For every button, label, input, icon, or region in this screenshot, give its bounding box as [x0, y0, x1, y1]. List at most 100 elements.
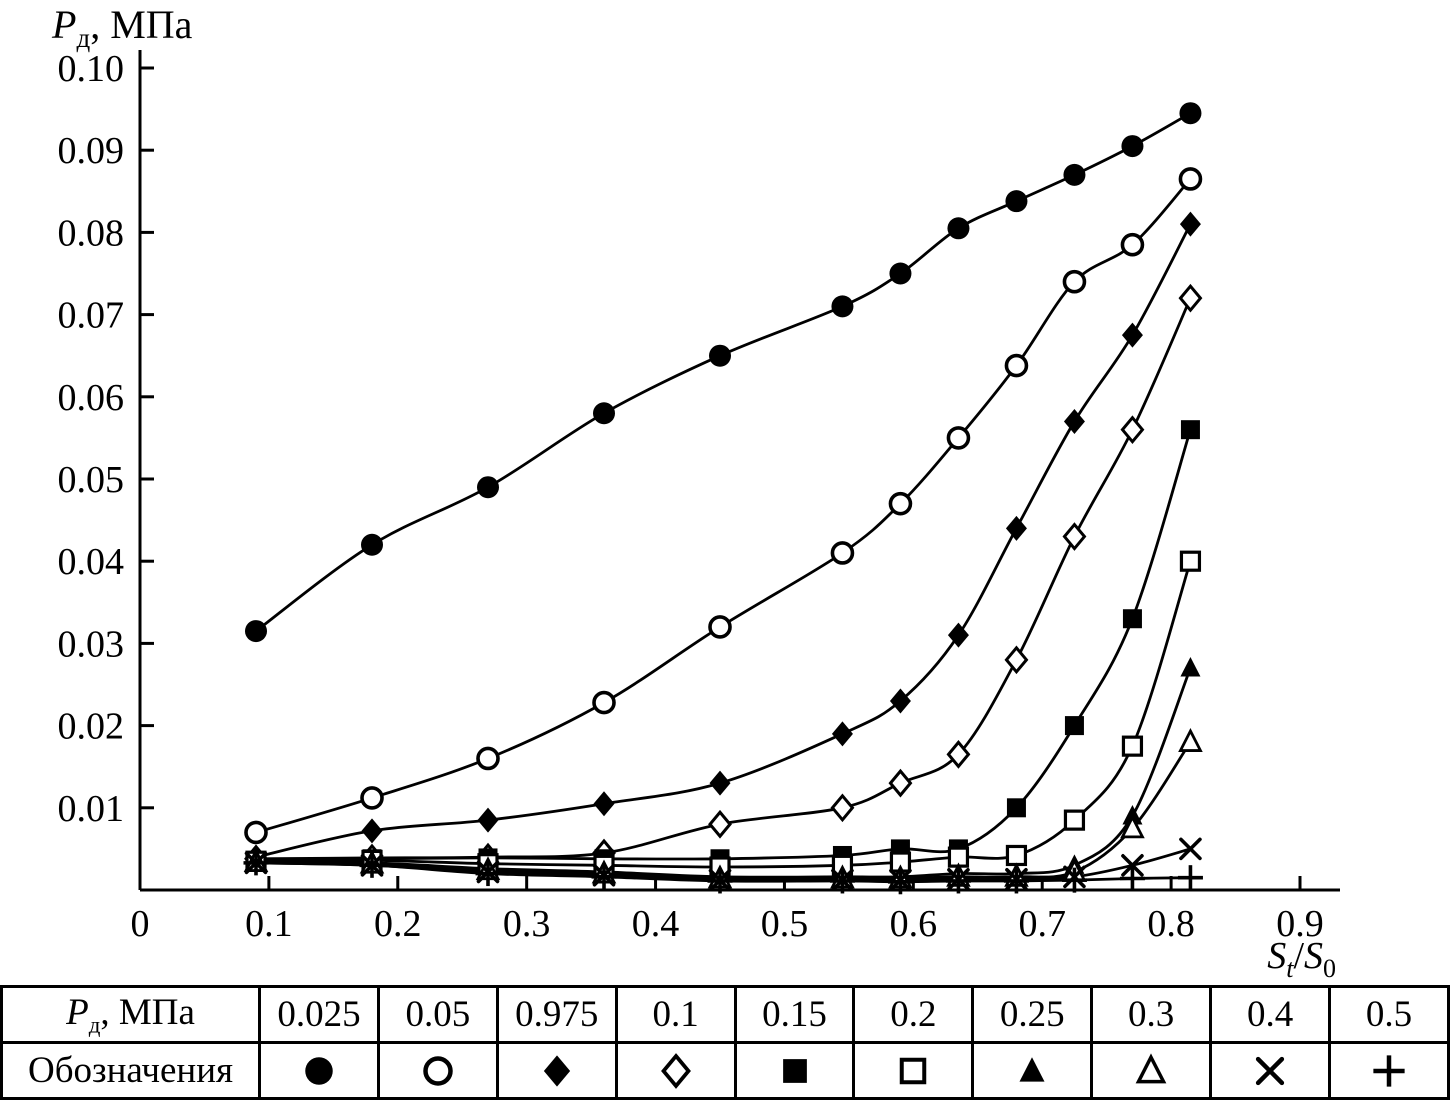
diamond-filled-marker	[947, 622, 969, 648]
circle-filled-marker	[831, 295, 854, 318]
chart: 0 0.1 0.2 0.3 0.4 0.5 0.6 0.7 0.8 0.9 0.01 0.02 0.03…	[51, 2, 1340, 983]
diamond-filled-marker	[1121, 322, 1143, 348]
square-open-marker	[1121, 735, 1144, 757]
marker-cell	[852, 1041, 975, 1100]
series-markers-0.05	[244, 167, 1203, 845]
circle-open-marker	[708, 615, 732, 639]
circle-open-marker	[888, 491, 913, 516]
pressure-row: Pд, МПа 0.025 0.05 0.975 0.1 0.15 0.2 0.25 0.3 0…	[0, 985, 1450, 1044]
legend-table: Pд, МПа 0.025 0.05 0.975 0.1 0.15 0.2 0.25 0.3 0…	[0, 985, 1450, 1100]
y-tick-label: 0.03	[58, 623, 125, 665]
circle-open-icon	[423, 1055, 453, 1086]
diamond-open-icon	[660, 1052, 691, 1089]
diamond-filled-marker	[709, 770, 731, 796]
x-tick-label: 0.7	[1018, 903, 1066, 945]
y-tick-label: 0.06	[58, 377, 125, 419]
pressure-unit: , МПа	[100, 991, 195, 1033]
marker-cell	[733, 1041, 856, 1100]
diamond-filled-marker	[593, 791, 615, 817]
x-cross-marker	[1255, 1056, 1285, 1085]
series-markers-0.025	[245, 102, 1202, 643]
y-tick-label: 0.10	[58, 48, 125, 90]
circle-filled-marker	[1063, 163, 1086, 186]
marker-cell	[495, 1041, 618, 1100]
pressure-value-cell: 0.15	[733, 985, 856, 1044]
square-open-marker	[1179, 550, 1202, 572]
pressure-value-cell: 0.1	[614, 985, 737, 1044]
circle-open-marker	[360, 786, 384, 810]
series-markers-0.5	[243, 850, 1203, 895]
x-cross-icon	[1255, 1056, 1285, 1085]
diamond-open-marker	[1120, 415, 1145, 445]
circle-filled-icon	[305, 1056, 333, 1085]
pressure-value-cell: 0.3	[1090, 985, 1213, 1044]
symbols-row: Обозначения	[0, 1041, 1450, 1100]
square-open-marker	[1063, 809, 1086, 831]
diamond-open-marker	[1062, 522, 1087, 551]
series-markers-0.975	[245, 211, 1201, 870]
marker-cell	[258, 1041, 380, 1100]
symbols-row-header: Обозначения	[0, 1041, 261, 1100]
series-line-0.15	[255, 429, 1192, 862]
pressure-value-cell: 0.025	[258, 985, 380, 1044]
diamond-open-marker	[888, 768, 913, 798]
y-tick-label: 0.01	[58, 788, 125, 830]
x-tick-label: 0	[131, 903, 150, 945]
marker-cell	[1090, 1041, 1213, 1100]
circle-open-marker	[830, 541, 855, 565]
circle-filled-marker	[709, 344, 731, 367]
diamond-open-marker	[708, 809, 732, 839]
circle-filled-marker	[245, 620, 267, 643]
triangle-filled-icon	[1019, 1056, 1045, 1082]
y-tick-label: 0.07	[58, 295, 125, 337]
circle-filled-marker	[477, 476, 499, 499]
x-tick-label: 0.8	[1147, 903, 1195, 945]
square-open-marker	[900, 1057, 927, 1084]
pressure-value-cell: 0.4	[1209, 985, 1332, 1044]
triangle-open-marker	[1135, 1052, 1167, 1083]
triangle-filled-marker	[1180, 657, 1201, 677]
square-open-icon	[900, 1057, 927, 1084]
square-filled-marker	[1180, 420, 1200, 440]
x-axis-title: St/S0	[1267, 935, 1336, 983]
marker-cell	[971, 1041, 1094, 1100]
triangle-open-marker	[1120, 814, 1145, 839]
diamond-filled-marker	[477, 807, 499, 833]
pressure-value-cell: 0.975	[495, 985, 618, 1044]
marker-cell	[1328, 1041, 1450, 1100]
x-tick-label: 0.3	[503, 903, 551, 945]
x-cross-marker	[1121, 854, 1144, 877]
x-tick-label: 0.4	[632, 903, 680, 945]
series-line-0.05	[255, 178, 1192, 834]
circle-filled-marker	[1179, 102, 1202, 125]
diamond-filled-marker	[831, 721, 853, 747]
circle-open-marker	[423, 1055, 453, 1086]
x-tick-label: 0.6	[890, 903, 938, 945]
circle-filled-marker	[1121, 135, 1144, 158]
series-line-0.975	[255, 223, 1192, 859]
circle-open-marker	[946, 426, 971, 450]
diamond-filled-icon	[543, 1054, 570, 1087]
circle-filled-marker	[889, 262, 912, 285]
x-cross-marker	[1179, 837, 1202, 861]
pressure-value-cell: 0.5	[1328, 985, 1450, 1044]
circle-filled-marker	[1005, 190, 1028, 213]
square-filled-marker	[1122, 609, 1142, 629]
diamond-open-marker	[660, 1052, 691, 1089]
series-markers-0.15	[246, 420, 1200, 870]
marker-cell	[376, 1041, 499, 1100]
diamond-filled-marker	[1179, 211, 1201, 237]
pressure-row-header: Pд, МПа	[0, 985, 261, 1044]
x-tick-label: 0.1	[245, 903, 293, 945]
y-tick-label: 0.04	[58, 541, 125, 583]
circle-filled-marker	[593, 402, 615, 425]
square-filled-marker	[782, 1058, 807, 1083]
triangle-filled-marker	[1019, 1056, 1045, 1082]
plus-icon	[1373, 1054, 1405, 1087]
y-tick-label: 0.02	[58, 706, 125, 748]
series-line-0.25	[255, 667, 1192, 879]
triangle-open-marker	[1178, 727, 1203, 752]
diamond-filled-marker	[1005, 515, 1027, 541]
circle-open-marker	[1120, 232, 1145, 257]
